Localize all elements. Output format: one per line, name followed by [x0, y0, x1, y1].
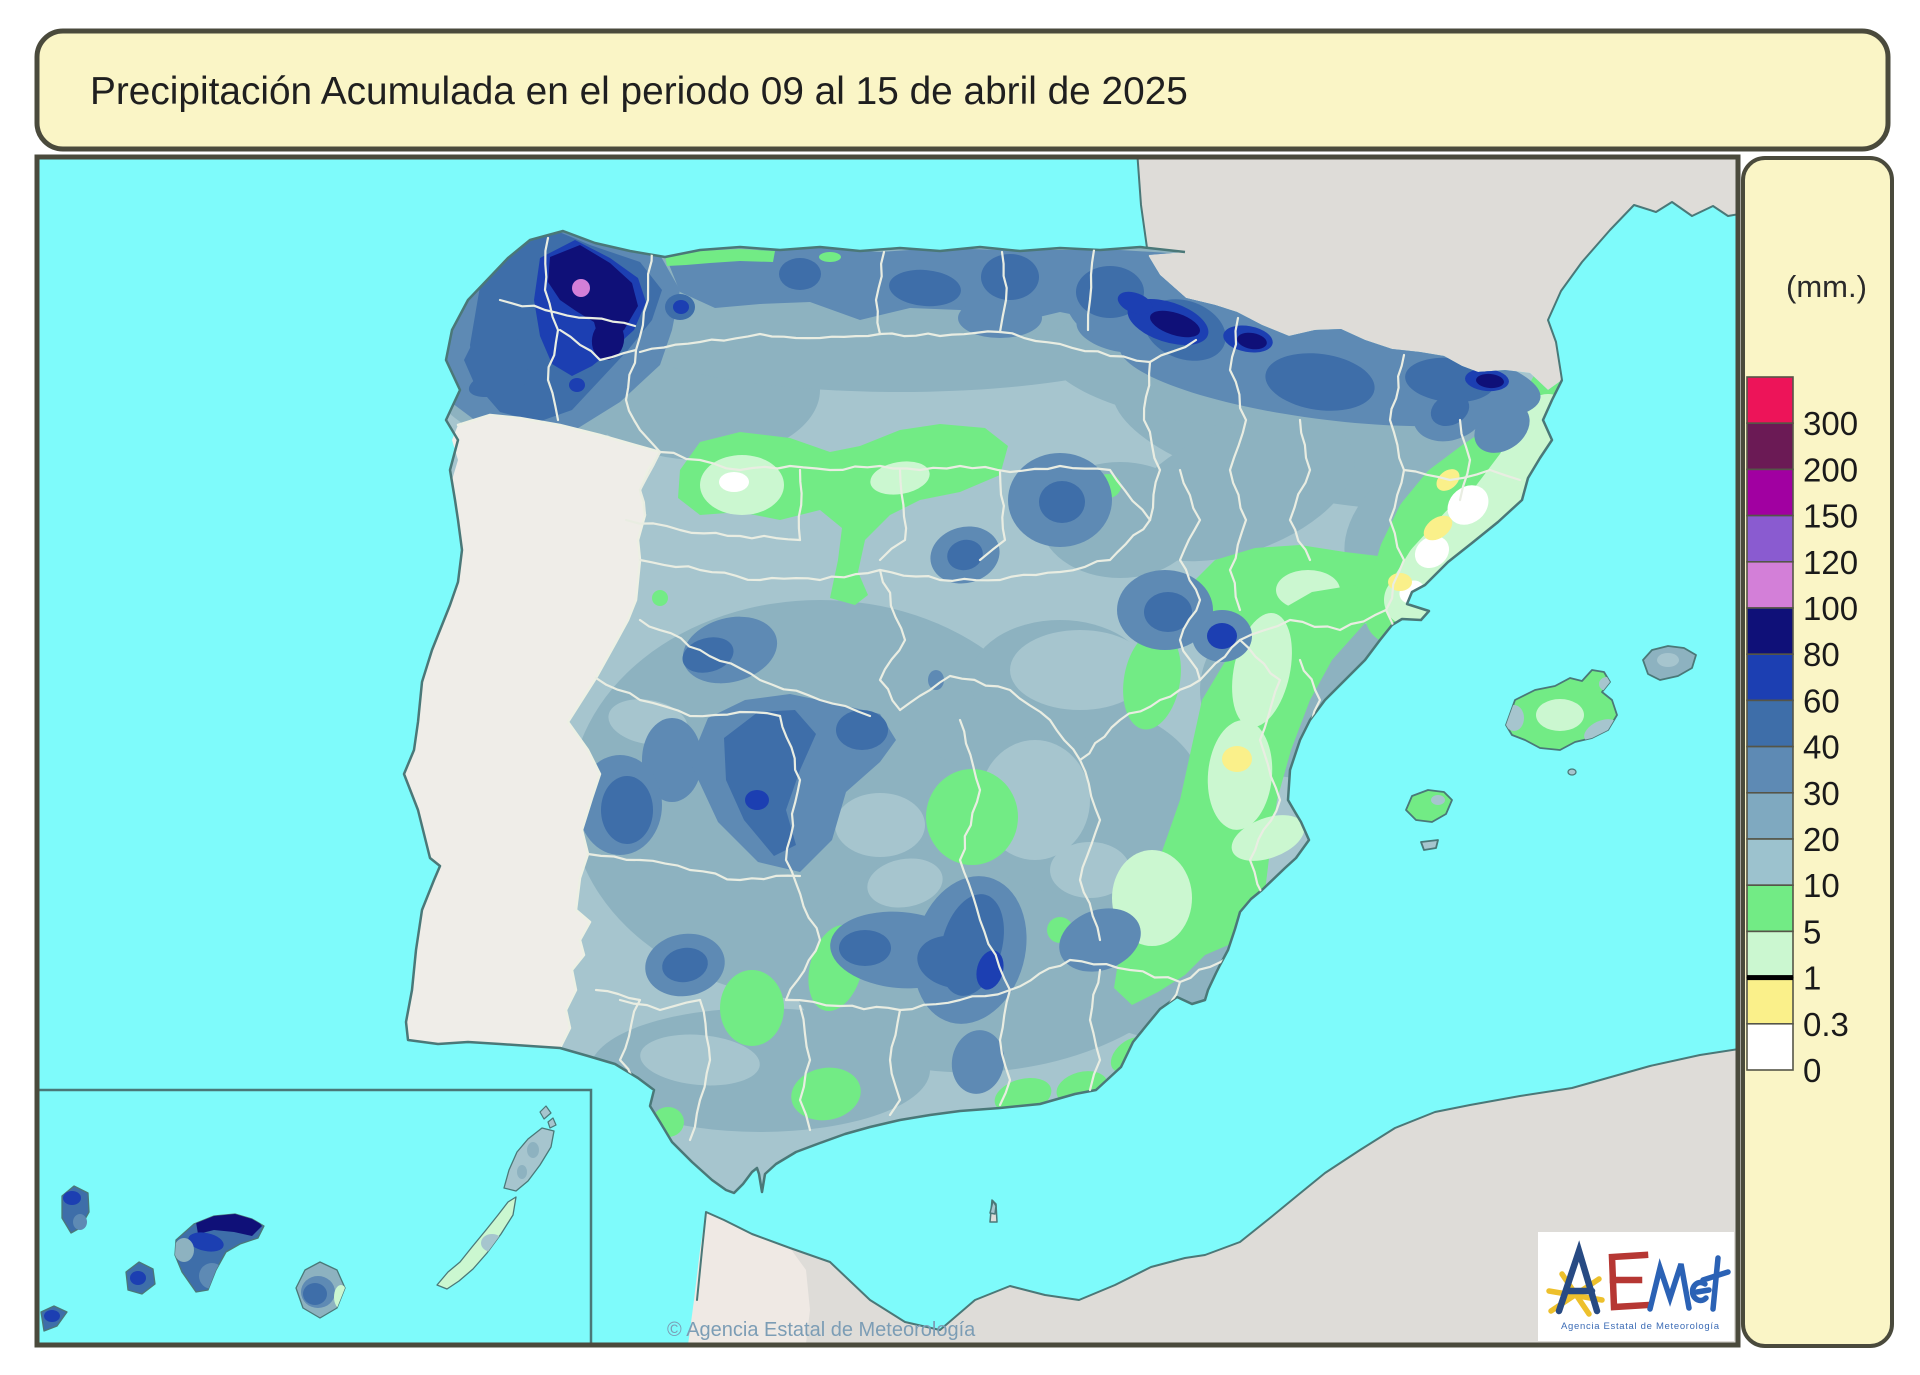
svg-text:0.3: 0.3: [1803, 1006, 1849, 1043]
svg-text:120: 120: [1803, 544, 1858, 581]
svg-text:300: 300: [1803, 405, 1858, 442]
svg-text:100: 100: [1803, 590, 1858, 627]
svg-text:20: 20: [1803, 821, 1840, 858]
svg-text:1: 1: [1803, 960, 1821, 997]
svg-text:Agencia Estatal de Meteorologí: Agencia Estatal de Meteorología: [1561, 1321, 1720, 1332]
svg-text:5: 5: [1803, 913, 1821, 950]
svg-text:150: 150: [1803, 498, 1858, 535]
svg-text:200: 200: [1803, 451, 1858, 488]
svg-text:60: 60: [1803, 682, 1840, 719]
svg-text:30: 30: [1803, 775, 1840, 812]
svg-text:80: 80: [1803, 636, 1840, 673]
svg-text:10: 10: [1803, 867, 1840, 904]
svg-text:0: 0: [1803, 1052, 1821, 1089]
svg-text:(mm.): (mm.): [1786, 269, 1867, 304]
svg-text:40: 40: [1803, 729, 1840, 766]
svg-text:Precipitación Acumulada en el: Precipitación Acumulada en el periodo 09…: [90, 70, 1188, 113]
svg-text:© Agencia Estatal de Meteorolo: © Agencia Estatal de Meteorología: [667, 1319, 976, 1341]
